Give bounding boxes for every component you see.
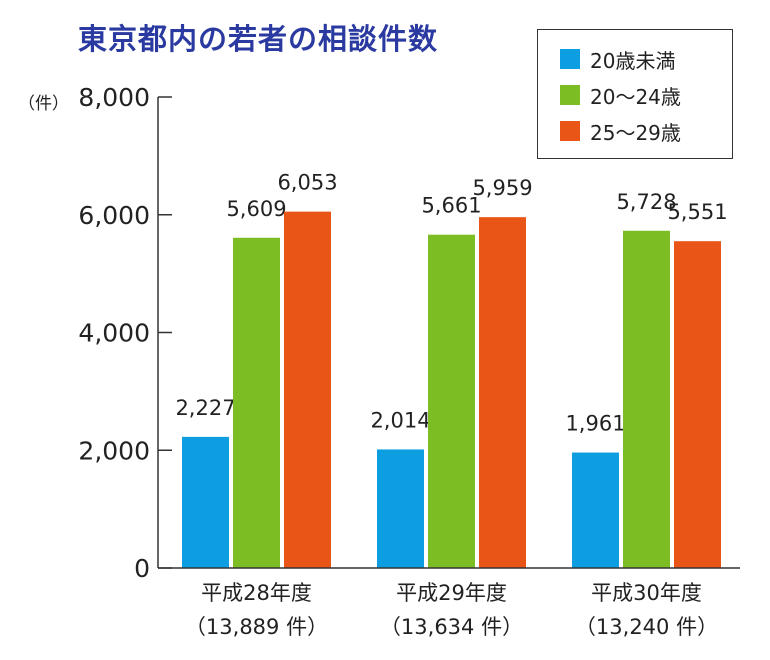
legend-item-25-29: 25～29歳 — [560, 118, 681, 145]
chart-title: 東京都内の若者の相談件数 — [78, 22, 439, 56]
legend-swatch-under-20 — [560, 49, 580, 69]
data-label: 5,728 — [616, 190, 676, 214]
bar — [233, 237, 280, 568]
legend-label-25-29: 25～29歳 — [590, 120, 681, 145]
legend-label-20-24: 20～24歳 — [590, 84, 681, 109]
y-tick-label: 0 — [134, 554, 150, 583]
bar — [623, 230, 670, 568]
y-tick-label: 4,000 — [78, 319, 150, 348]
bar — [284, 211, 331, 568]
data-label: 5,551 — [667, 200, 727, 224]
data-label: 6,053 — [277, 171, 337, 195]
y-axis: 0 2,000 4,000 6,000 8,000 — [78, 83, 172, 583]
data-label: 5,959 — [472, 176, 532, 200]
y-tick-label: 6,000 — [78, 201, 150, 230]
legend-swatch-25-29 — [560, 121, 580, 141]
bar — [428, 234, 475, 568]
data-label: 1,961 — [565, 412, 625, 436]
x-axis: 平成28年度 （13,889 件） 平成29年度 （13,634 件） 平成30年度 （1… — [158, 567, 740, 639]
x-category-total: （13,889 件） — [185, 615, 328, 639]
bar — [572, 452, 619, 568]
legend-label-under-20: 20歳未満 — [590, 48, 676, 73]
x-category-total: （13,240 件） — [575, 615, 718, 639]
x-tick-label: 平成29年度 — [396, 581, 507, 605]
bar — [182, 436, 229, 568]
bar — [479, 217, 526, 568]
legend: 20歳未満 20～24歳 25～29歳 — [537, 29, 733, 159]
bar — [377, 449, 424, 568]
y-tick-label: 8,000 — [78, 83, 150, 112]
legend-item-20-24: 20～24歳 — [560, 82, 681, 109]
data-label: 5,661 — [421, 194, 481, 218]
x-category-total: （13,634 件） — [380, 615, 523, 639]
data-label: 2,227 — [175, 396, 235, 420]
data-label: 5,609 — [226, 197, 286, 221]
x-tick-label: 平成28年度 — [201, 581, 312, 605]
data-label: 2,014 — [370, 408, 430, 432]
bar — [674, 241, 721, 568]
x-tick-label: 平成30年度 — [591, 581, 702, 605]
y-tick-label: 2,000 — [78, 436, 150, 465]
y-unit-label: （件） — [18, 94, 69, 114]
legend-item-under-20: 20歳未満 — [560, 46, 676, 73]
legend-swatch-20-24 — [560, 85, 580, 105]
